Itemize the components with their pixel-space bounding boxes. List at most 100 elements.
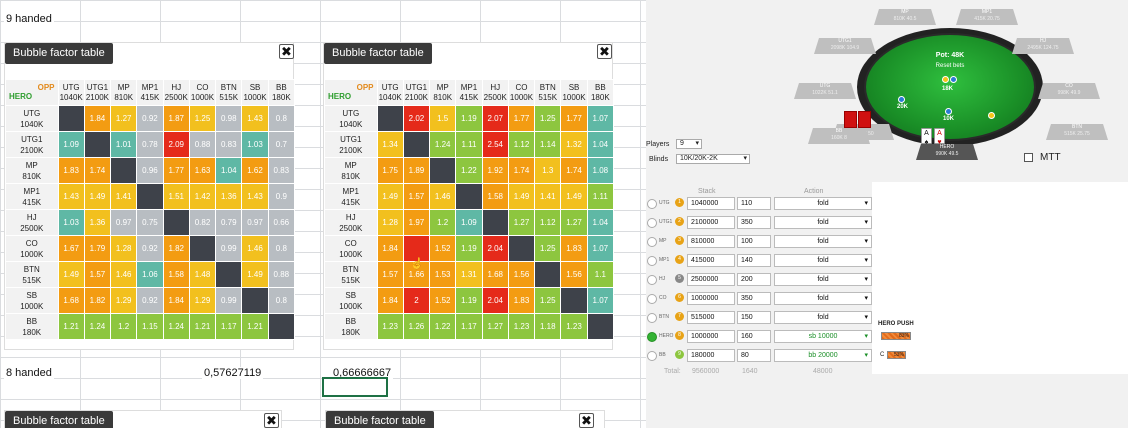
bubble-factor-cell[interactable]: 0.88 xyxy=(188,131,217,158)
bubble-factor-cell[interactable]: 1.28 xyxy=(110,235,138,262)
bet-input[interactable]: 110 xyxy=(737,197,771,210)
bubble-factor-cell[interactable]: 0.78 xyxy=(136,131,164,158)
bubble-factor-cell[interactable]: 1.24 xyxy=(83,313,112,340)
bubble-factor-cell[interactable]: 0.79 xyxy=(215,209,243,236)
hero-radio[interactable] xyxy=(647,275,657,285)
bubble-factor-cell[interactable]: 1.66 xyxy=(402,261,431,288)
bubble-factor-cell[interactable]: 1.49 xyxy=(241,261,269,288)
action-select[interactable]: fold xyxy=(774,235,872,248)
bubble-factor-cell[interactable]: 1.79 xyxy=(83,235,112,262)
seat-btn[interactable]: BTN 515K 25.75 xyxy=(1046,124,1108,140)
action-select[interactable]: bb 20000 xyxy=(774,349,872,362)
bubble-factor-cell[interactable]: 1.2 xyxy=(429,209,457,236)
bubble-factor-cell[interactable]: 1.36 xyxy=(83,209,112,236)
bubble-factor-cell[interactable] xyxy=(241,287,269,314)
bubble-factor-cell[interactable]: 0.97 xyxy=(241,209,269,236)
stack-input[interactable]: 2500000 xyxy=(687,273,735,286)
bubble-factor-cell[interactable]: 1.23 xyxy=(376,313,404,340)
cell-value-2[interactable]: 0,66666667 xyxy=(331,367,394,379)
bubble-factor-cell[interactable]: 1.22 xyxy=(429,313,457,340)
bubble-factor-cell[interactable] xyxy=(481,209,509,236)
bet-input[interactable]: 350 xyxy=(737,216,771,229)
bubble-factor-cell[interactable]: 1.27 xyxy=(110,105,138,132)
bet-input[interactable]: 350 xyxy=(737,292,771,305)
bubble-factor-cell[interactable]: 1.01 xyxy=(110,131,138,158)
close-icon[interactable]: ✖ xyxy=(579,413,594,428)
bubble-factor-cell[interactable]: 2 xyxy=(402,287,431,314)
bubble-factor-cell[interactable] xyxy=(534,261,562,288)
seat-utg[interactable]: UTG 1022K 51.1 xyxy=(794,83,856,99)
bubble-factor-cell[interactable]: 1.68 xyxy=(57,287,85,314)
bubble-factor-cell[interactable]: 0.8 xyxy=(267,287,296,314)
spreadsheet[interactable]: 9 handed 8 handed 0,57627119 0,66666667 … xyxy=(0,0,646,428)
bubble-factor-cell[interactable]: 1.25 xyxy=(188,105,217,132)
bubble-factor-cell[interactable]: 1.58 xyxy=(162,261,190,288)
bubble-factor-cell[interactable]: 1.68 xyxy=(481,261,509,288)
hero-radio[interactable] xyxy=(647,332,657,342)
bubble-factor-cell[interactable]: 1.58 xyxy=(481,183,509,210)
bubble-factor-cell[interactable]: 1.04 xyxy=(586,131,615,158)
bet-input[interactable]: 100 xyxy=(737,235,771,248)
bet-input[interactable]: 160 xyxy=(737,330,771,343)
bubble-factor-cell[interactable]: 1.49 xyxy=(376,183,404,210)
bubble-factor-cell[interactable]: 1.57 xyxy=(376,261,404,288)
bubble-factor-cell[interactable]: 1.46 xyxy=(241,235,269,262)
bubble-factor-cell[interactable]: 0.75 xyxy=(136,209,164,236)
bubble-factor-cell[interactable]: 1.21 xyxy=(57,313,85,340)
bubble-factor-cell[interactable] xyxy=(162,209,190,236)
bubble-factor-cell[interactable]: 2.54 xyxy=(481,131,509,158)
seat-mp1[interactable]: MP1 415K 20.75 xyxy=(956,9,1018,25)
bubble-factor-cell[interactable] xyxy=(586,313,615,340)
bubble-factor-cell[interactable]: 0.83 xyxy=(215,131,243,158)
bubble-factor-cell[interactable]: 1.21 xyxy=(188,313,217,340)
bubble-factor-cell[interactable]: 2.09 xyxy=(162,131,190,158)
bubble-factor-cell[interactable]: 1.87 xyxy=(162,105,190,132)
bubble-factor-cell[interactable]: 2.07 xyxy=(481,105,509,132)
reset-bets-link[interactable]: Reset bets xyxy=(935,63,965,69)
mtt-checkbox[interactable] xyxy=(1024,153,1033,162)
bubble-factor-cell[interactable] xyxy=(57,105,85,132)
seat-co[interactable]: CO 998K 49.9 xyxy=(1038,83,1100,99)
bubble-factor-cell[interactable]: 1.41 xyxy=(534,183,562,210)
bubble-factor-cell[interactable]: 1.25 xyxy=(534,287,562,314)
bubble-factor-cell[interactable]: 1.17 xyxy=(215,313,243,340)
bubble-factor-cell[interactable] xyxy=(402,235,431,262)
bet-input[interactable]: 80 xyxy=(737,349,771,362)
bubble-factor-cell[interactable]: 1.84 xyxy=(376,287,404,314)
bubble-factor-cell[interactable] xyxy=(429,157,457,184)
bubble-factor-cell[interactable]: 1.3 xyxy=(534,157,562,184)
bubble-factor-cell[interactable]: 0.92 xyxy=(136,105,164,132)
players-select[interactable]: 9 xyxy=(676,139,702,149)
bubble-factor-cell[interactable]: 1.14 xyxy=(534,131,562,158)
bubble-factor-cell[interactable]: 1.82 xyxy=(162,235,190,262)
action-select[interactable]: fold xyxy=(774,254,872,267)
bubble-factor-cell[interactable]: 1.5 xyxy=(429,105,457,132)
bubble-factor-cell[interactable]: 1.21 xyxy=(241,313,269,340)
bubble-factor-cell[interactable]: 1.52 xyxy=(429,287,457,314)
bubble-factor-cell[interactable]: 1.25 xyxy=(534,235,562,262)
stack-input[interactable]: 1000000 xyxy=(687,292,735,305)
bubble-factor-cell[interactable] xyxy=(136,183,164,210)
bubble-factor-cell[interactable]: 1.25 xyxy=(534,105,562,132)
seat-hero[interactable]: HERO 990K 49.5 xyxy=(916,144,978,160)
bubble-factor-cell[interactable]: 0.92 xyxy=(136,235,164,262)
bubble-factor-cell[interactable]: 1.57 xyxy=(402,183,431,210)
bubble-factor-cell[interactable]: 1.51 xyxy=(162,183,190,210)
bubble-factor-cell[interactable]: 1.07 xyxy=(586,105,615,132)
action-select[interactable]: fold xyxy=(774,273,872,286)
bubble-factor-cell[interactable]: 1.52 xyxy=(429,235,457,262)
bubble-factor-cell[interactable]: 1.46 xyxy=(429,183,457,210)
bubble-factor-cell[interactable]: 1.82 xyxy=(83,287,112,314)
bubble-factor-cell[interactable]: 1.19 xyxy=(455,105,483,132)
bubble-factor-cell[interactable]: 1.07 xyxy=(586,235,615,262)
bubble-factor-cell[interactable]: 1.92 xyxy=(481,157,509,184)
bubble-factor-cell[interactable]: 1.41 xyxy=(110,183,138,210)
bubble-factor-cell[interactable]: 1.06 xyxy=(136,261,164,288)
bet-input[interactable]: 200 xyxy=(737,273,771,286)
bubble-factor-cell[interactable] xyxy=(507,235,536,262)
action-select[interactable]: fold xyxy=(774,292,872,305)
hero-radio[interactable] xyxy=(647,199,657,209)
bubble-factor-cell[interactable]: 1.28 xyxy=(376,209,404,236)
bubble-factor-cell[interactable]: 0.99 xyxy=(215,287,243,314)
bubble-factor-cell[interactable]: 1.57 xyxy=(83,261,112,288)
